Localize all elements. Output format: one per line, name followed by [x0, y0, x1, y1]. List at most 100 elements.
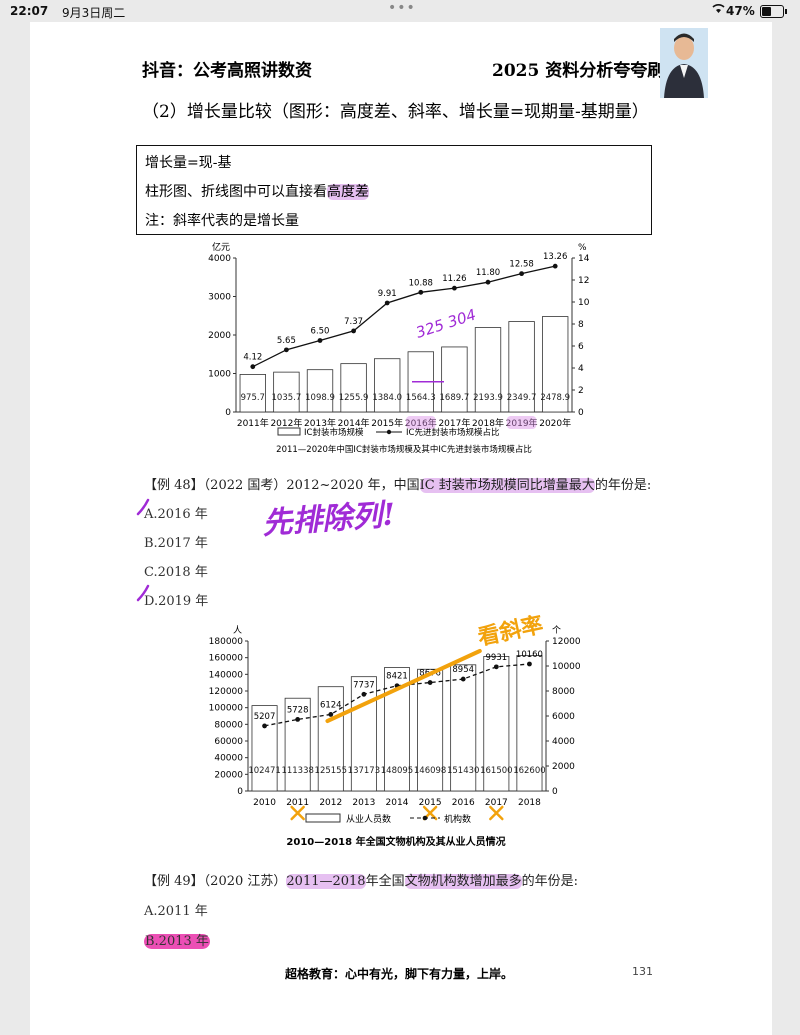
header-right: 2025 资料分析夸夸刷 [492, 61, 665, 81]
left-tick-label: 0 [237, 787, 243, 797]
x-label-highlight [406, 416, 436, 429]
line-point [552, 263, 558, 269]
right-unit: 个 [552, 625, 561, 636]
left-tick-label: 3000 [208, 293, 231, 303]
chart-cultural-relics: 人个02000040000600008000010000012000014000… [209, 612, 581, 848]
q49-option-a[interactable]: A.2011 年 [144, 904, 208, 919]
right-tick-label: 10000 [552, 662, 581, 672]
x-tick-label: 2020年 [539, 417, 571, 429]
left-unit: 人 [233, 625, 242, 636]
right-tick-label: 0 [552, 787, 558, 797]
line-value-label: 6124 [320, 700, 342, 710]
page-number: 131 [632, 965, 653, 978]
line-value-label: 4.12 [243, 353, 262, 363]
q48-pre: 【例 48】（2022 国考）2012~2020 年，中国 [144, 478, 420, 493]
x-tick-label: 2014年 [338, 417, 370, 429]
line-point [452, 285, 457, 291]
q48-option-d[interactable]: D.2019 年 [144, 594, 209, 609]
left-tick-label: 40000 [214, 754, 243, 764]
x-tick-label: 2016 [452, 798, 475, 808]
line-value-label: 8954 [452, 665, 474, 675]
bar-value-label: 1098.9 [305, 393, 335, 403]
bar-value-label: 2349.7 [507, 393, 537, 403]
bar [417, 668, 444, 792]
line-point [418, 289, 424, 295]
question-49-stem: 【例 49】（2020 江苏）2011—2018年全国文物机构数增加最多的年份是… [144, 870, 578, 889]
bar [483, 656, 510, 792]
handwritten-annotation: 325 304 [414, 306, 479, 342]
q49-option-b[interactable]: B.2013 年 [144, 930, 210, 949]
question-48-stem: 【例 48】（2022 国考）2012~2020 年，中国IC 封装市场规模同比… [144, 474, 651, 493]
x-tick-label: 2011 [286, 798, 309, 808]
right-tick-label: 6 [578, 342, 584, 352]
note-line-1: 增长量=现-基 [145, 155, 232, 171]
right-tick-label: 14 [578, 254, 590, 264]
section-title: （2）增长量比较（图形：高度差、斜率、增长量=现期量-基期量） [142, 102, 649, 122]
note-line-2: 柱形图、折线图中可以直接看高度差 [145, 181, 369, 201]
battery-icon [760, 5, 787, 18]
q48-option-b[interactable]: B.2017 年 [144, 536, 208, 551]
right-tick-label: 6000 [552, 712, 575, 722]
note-highlight: 高度差 [327, 184, 369, 200]
left-tick-label: 4000 [208, 254, 231, 264]
line-point [384, 300, 390, 306]
battery-percent: 47% [726, 4, 755, 18]
bar [239, 374, 266, 413]
x-tick-label: 2013年 [304, 417, 336, 429]
right-tick-label: 8000 [552, 687, 575, 697]
line-value-label: 10.88 [409, 278, 433, 288]
line-point [262, 723, 267, 729]
right-tick-label: 2 [578, 386, 584, 396]
line-point [493, 664, 499, 670]
x-tick-label: 2017年 [438, 417, 470, 429]
q49-option-b-label: B.2013 年 [144, 934, 210, 949]
line-point [317, 338, 323, 343]
bar-value-label: 1255.9 [339, 393, 369, 403]
bar [251, 705, 278, 792]
bar [273, 371, 300, 413]
handwriting-note-48: 先排除列! [261, 497, 397, 542]
line-point [527, 661, 532, 667]
line-value-label: 7737 [353, 680, 375, 690]
bar [317, 686, 344, 792]
bar [508, 321, 535, 413]
right-tick-label: 0 [578, 408, 584, 418]
bar-value-label: 1384.0 [372, 393, 402, 403]
line-value-label: 11.80 [476, 268, 500, 278]
left-unit: 亿元 [212, 241, 230, 253]
legend-line-label: 机构数 [444, 813, 471, 825]
q48-option-a[interactable]: A.2016 年 [144, 507, 208, 522]
q48-option-c[interactable]: C.2018 年 [144, 565, 208, 580]
x-tick-label: 2014 [386, 798, 409, 808]
bar-value-label: 137173 [348, 766, 380, 776]
left-tick-label: 100000 [209, 704, 244, 714]
chart-ic-packaging: 亿元 % 0 1000 2000 3000 4000 0 2 4 6 8 10 12 14 975.7 2011… [208, 241, 590, 455]
x-tick-label: 2010 [253, 798, 276, 808]
right-tick-label: 4000 [552, 737, 575, 747]
line-value-label: 6.50 [311, 327, 330, 337]
bar-value-label: 161500 [480, 766, 512, 776]
line-value-label: 8421 [386, 672, 408, 682]
header-left: 抖音：公考高照讲数资 [142, 61, 312, 81]
bar [284, 697, 311, 792]
line-value-label: 12.58 [509, 260, 533, 270]
right-tick-label: 4 [578, 364, 584, 374]
status-date: 9月3日周二 [62, 6, 126, 20]
x-tick-label: 2015 [419, 798, 442, 808]
right-tick-label: 10 [578, 298, 590, 308]
note-line-2-text: 柱形图、折线图中可以直接看 [145, 184, 327, 200]
left-tick-label: 180000 [209, 637, 244, 647]
line-point [485, 279, 491, 285]
multitask-dots-icon[interactable]: ••• [388, 0, 416, 16]
x-cross-mark [290, 805, 305, 821]
legend-line-dot [386, 429, 392, 435]
line-value-label: 9931 [486, 653, 508, 663]
status-time: 22:07 [10, 4, 49, 18]
bar-value-label: 1564.3 [406, 393, 436, 403]
left-tick-label: 160000 [209, 654, 244, 664]
q49-post: 的年份是: [521, 874, 578, 889]
left-tick-label: 20000 [214, 770, 243, 780]
bar-value-label: 151430 [447, 766, 479, 776]
chart-caption: 2010—2018 年全国文物机构及其从业人员情况 [286, 835, 505, 848]
x-tick-label: 2013 [352, 798, 375, 808]
